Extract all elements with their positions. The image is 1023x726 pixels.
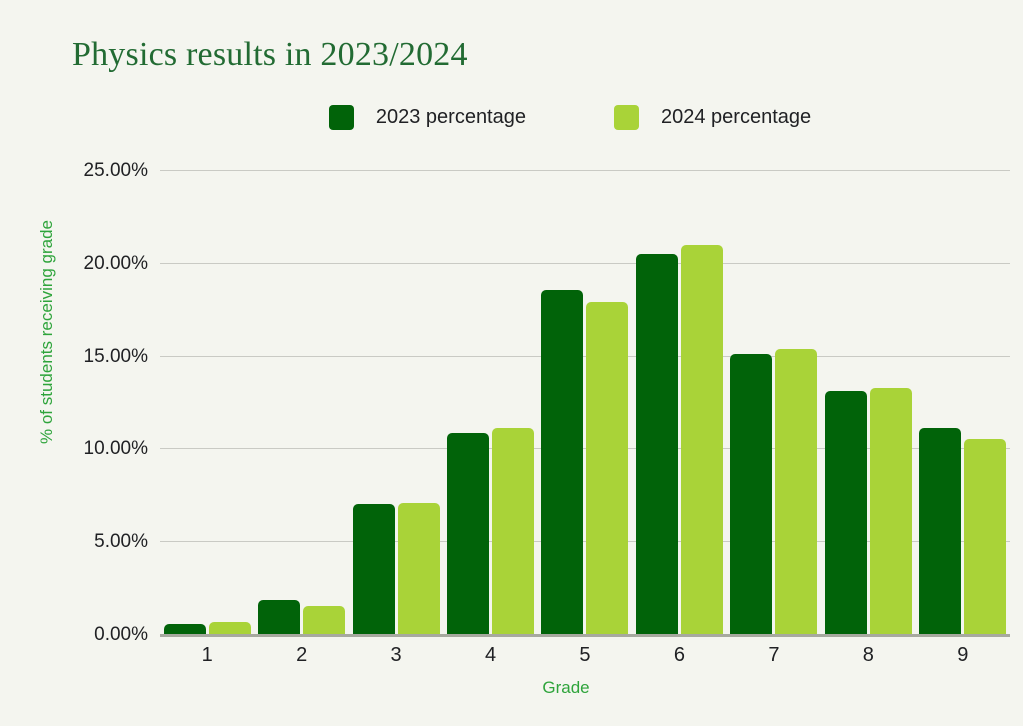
bar-2024-grade-4 xyxy=(492,428,535,634)
grid-line xyxy=(160,262,1010,264)
bar-2024-grade-5 xyxy=(586,301,629,634)
legend-swatch-icon xyxy=(614,105,639,130)
bar-2024-grade-6 xyxy=(680,245,723,634)
x-tick-label: 2 xyxy=(296,644,308,666)
x-tick-label: 7 xyxy=(768,644,780,666)
legend-swatch-icon xyxy=(328,105,354,130)
bar-2023-grade-7 xyxy=(730,354,773,634)
bar-2023-grade-2 xyxy=(258,599,301,634)
bar-2024-grade-2 xyxy=(303,606,346,634)
bar-2023-grade-1 xyxy=(163,623,206,634)
bar-2024-grade-8 xyxy=(869,387,912,634)
bar-2024-grade-1 xyxy=(208,621,251,634)
bar-group-grade-1 xyxy=(160,171,254,634)
bar-2024-grade-7 xyxy=(775,348,818,634)
bar-group-grade-3 xyxy=(349,171,443,634)
bar-2024-grade-9 xyxy=(964,438,1007,634)
y-tick-label: 0.00% xyxy=(94,624,148,645)
x-axis-line xyxy=(160,634,1010,637)
legend: 2023 percentage 2024 percentage xyxy=(160,105,980,130)
y-tick-label: 5.00% xyxy=(94,531,148,553)
grid-line xyxy=(160,170,1010,171)
x-axis-title: Grade xyxy=(542,678,590,697)
bar-series-container xyxy=(160,171,1010,635)
x-tick-label: 5 xyxy=(579,644,591,666)
bar-group-grade-9 xyxy=(916,171,1010,634)
legend-item-2024: 2024 percentage xyxy=(614,105,811,130)
bar-group-grade-7 xyxy=(727,171,821,634)
x-tick-label: 8 xyxy=(862,644,874,666)
bar-group-grade-6 xyxy=(632,171,726,634)
y-tick-label: 10.00% xyxy=(83,438,148,460)
bar-2023-grade-6 xyxy=(635,254,678,634)
plot-area xyxy=(160,170,1010,637)
x-tick-label: 3 xyxy=(390,644,402,666)
grid-line xyxy=(160,541,1010,543)
bar-group-grade-8 xyxy=(821,171,915,634)
grid-line xyxy=(160,355,1010,357)
bar-group-grade-4 xyxy=(443,171,537,634)
y-tick-label: 15.00% xyxy=(83,345,148,367)
x-tick-label: 4 xyxy=(484,644,497,666)
legend-item-2023: 2023 percentage xyxy=(328,105,526,130)
x-tick-label: 9 xyxy=(957,644,969,666)
bar-2023-grade-5 xyxy=(541,290,584,634)
grid-line xyxy=(160,448,1010,450)
legend-label: 2024 percentage xyxy=(661,106,812,128)
bar-2023-grade-9 xyxy=(919,428,962,634)
bar-group-grade-2 xyxy=(254,171,348,634)
bar-group-grade-5 xyxy=(538,171,632,634)
x-tick-label: 1 xyxy=(201,644,213,666)
y-tick-label: 20.00% xyxy=(83,252,148,274)
bar-2023-grade-4 xyxy=(447,433,490,634)
legend-label: 2023 percentage xyxy=(375,106,526,128)
y-tick-label: 25.00% xyxy=(83,160,148,181)
x-tick-label: 6 xyxy=(673,644,685,666)
bar-2023-grade-8 xyxy=(824,391,867,634)
bar-2024-grade-3 xyxy=(397,503,440,634)
chart-title: Physics results in 2023/2024 xyxy=(72,36,468,73)
bar-2023-grade-3 xyxy=(352,504,395,634)
